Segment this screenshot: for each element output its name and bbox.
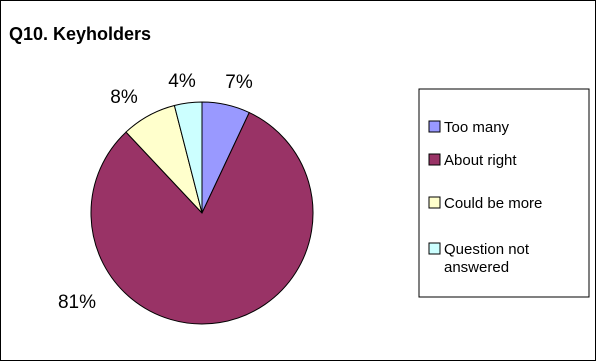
legend-swatch-could-be-more [428,196,441,209]
legend: Too many About right Could be more Question… [418,88,590,298]
legend-swatch-question-not-answered [428,242,441,255]
slice-label-question-not-answered: 4% [168,71,196,92]
chart-title: Q10. Keyholders [9,24,151,44]
slice-label-could-be-more: 8% [110,87,138,108]
legend-swatch-about-right [428,153,441,166]
pie-slice-question-not-answered [173,101,203,214]
legend-label-too-many: Too many [444,119,510,136]
legend-label-question-not-answered: Question not answered [444,241,530,276]
slice-label-too-many: 7% [225,72,253,93]
slice-labels: 7% 81% 8% 4% [58,71,253,313]
legend-box [418,88,590,298]
pie-slice-about-right [90,111,314,325]
pie-slices [90,101,314,325]
legend-label-could-be-more: Could be more [444,195,542,212]
slice-label-about-right: 81% [58,292,96,313]
legend-label-about-right: About right [444,152,517,169]
legend-swatch-too-many [428,120,441,133]
